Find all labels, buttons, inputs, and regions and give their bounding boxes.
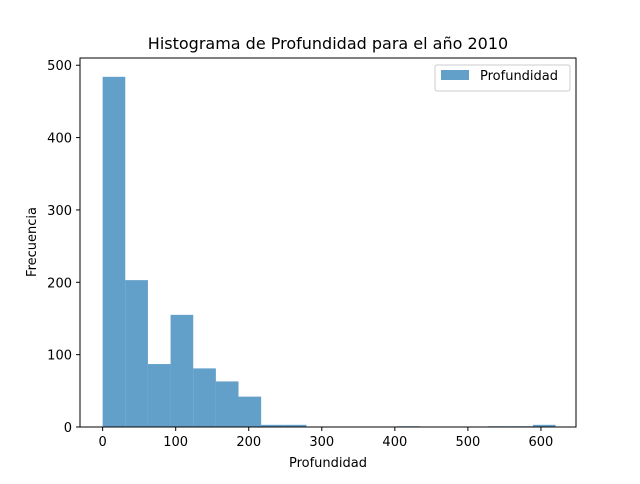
x-axis: 0 100 200 300 400 500 600 [99, 427, 554, 450]
chart-title: Histograma de Profundidad para el año 20… [148, 34, 508, 53]
x-tick-label: 100 [163, 435, 188, 450]
histogram-bar-19 [532, 424, 556, 427]
y-tick-label: 0 [64, 421, 72, 436]
legend-swatch [441, 70, 469, 80]
x-tick-label: 200 [236, 435, 261, 450]
histogram-bar-3 [170, 314, 194, 427]
y-tick-label: 100 [47, 349, 72, 364]
histogram-bar-0 [102, 76, 126, 427]
x-tick-label: 400 [382, 435, 407, 450]
y-tick-label: 500 [47, 59, 72, 74]
y-tick-label: 300 [47, 204, 72, 219]
bars-group [102, 76, 556, 427]
legend-label: Profundidad [480, 69, 558, 84]
histogram-bar-8 [283, 424, 307, 427]
legend: Profundidad [434, 64, 571, 92]
x-tick-label: 0 [99, 435, 107, 450]
x-tick-label: 300 [309, 435, 334, 450]
x-tick-label: 500 [455, 435, 480, 450]
y-tick-label: 200 [47, 276, 72, 291]
y-tick-label: 400 [47, 132, 72, 147]
histogram-bar-7 [261, 424, 284, 427]
histogram-bar-1 [125, 280, 148, 427]
histogram-bar-6 [238, 396, 262, 427]
y-axis-label: Frecuencia [25, 207, 40, 277]
plot-frame [79, 57, 577, 428]
x-tick-label: 600 [529, 435, 554, 450]
y-axis: 0 100 200 300 400 500 [47, 59, 80, 436]
histogram-bar-5 [215, 381, 239, 427]
x-axis-label: Profundidad [289, 456, 367, 471]
histogram-bar-2 [147, 364, 171, 427]
histogram-bar-4 [193, 368, 216, 427]
